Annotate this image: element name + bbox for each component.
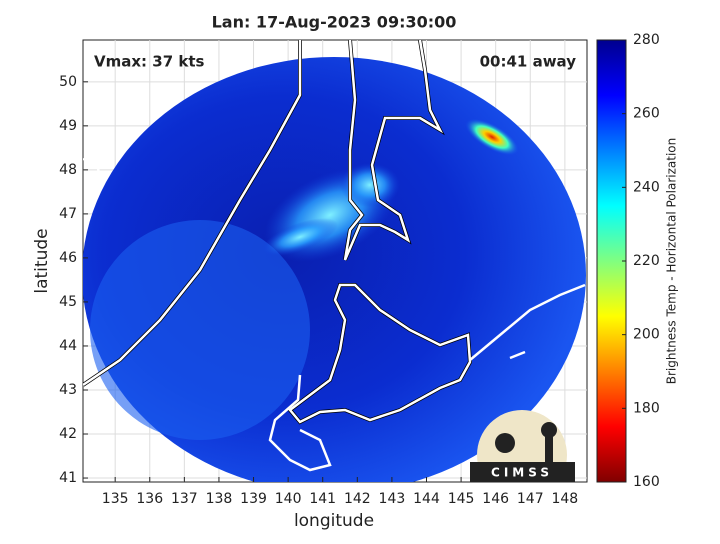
x-tick-label: 135 (102, 491, 129, 507)
x-tick-label: 145 (448, 491, 475, 507)
satellite-image (83, 40, 586, 482)
colorbar-tick-label: 240 (633, 179, 660, 195)
y-tick-label: 47 (59, 206, 77, 222)
x-tick-label: 146 (482, 491, 509, 507)
colorbar-tick-label: 220 (633, 253, 660, 269)
colorbar-tick-label: 200 (633, 327, 660, 343)
logo (470, 410, 575, 482)
annotation: 00:41 away (480, 53, 577, 71)
y-tick-label: 49 (59, 118, 77, 134)
colorbar-tick-label: 160 (633, 474, 660, 490)
annotation: Vmax: 37 kts (94, 53, 204, 71)
logo-text: CIMSS (491, 466, 553, 480)
x-tick-label: 148 (551, 491, 578, 507)
y-tick-label: 45 (59, 294, 77, 310)
x-tick-label: 137 (171, 491, 198, 507)
colorbar-tick-label: 280 (633, 32, 660, 48)
x-tick-label: 143 (379, 491, 406, 507)
x-tick-label: 139 (240, 491, 267, 507)
y-tick-label: 50 (59, 74, 77, 90)
y-axis-label: latitude (32, 228, 52, 293)
x-tick-label: 138 (206, 491, 233, 507)
x-tick-label: 144 (413, 491, 440, 507)
y-tick-label: 46 (59, 250, 77, 266)
colorbar (596, 39, 627, 483)
colorbar-tick-label: 260 (633, 106, 660, 122)
y-tick-label: 43 (59, 382, 77, 398)
y-tick-label: 41 (59, 470, 77, 486)
y-tick-label: 48 (59, 162, 77, 178)
x-tick-label: 140 (275, 491, 302, 507)
y-tick-label: 42 (59, 426, 77, 442)
colorbar-tick-label: 180 (633, 400, 660, 416)
colorbar-label: Brightness Temp - Horizontal Polarizatio… (665, 138, 679, 385)
chart-title: Lan: 17-Aug-2023 09:30:00 (212, 13, 457, 32)
x-tick-label: 136 (136, 491, 163, 507)
x-tick-label: 141 (309, 491, 336, 507)
x-axis-label: longitude (294, 511, 374, 531)
y-tick-label: 44 (59, 338, 77, 354)
x-tick-label: 142 (344, 491, 371, 507)
x-tick-label: 147 (517, 491, 544, 507)
